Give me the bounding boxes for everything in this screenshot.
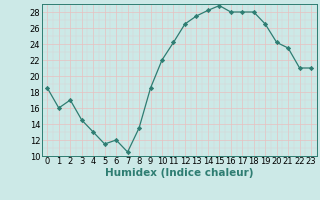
X-axis label: Humidex (Indice chaleur): Humidex (Indice chaleur) xyxy=(105,168,253,178)
